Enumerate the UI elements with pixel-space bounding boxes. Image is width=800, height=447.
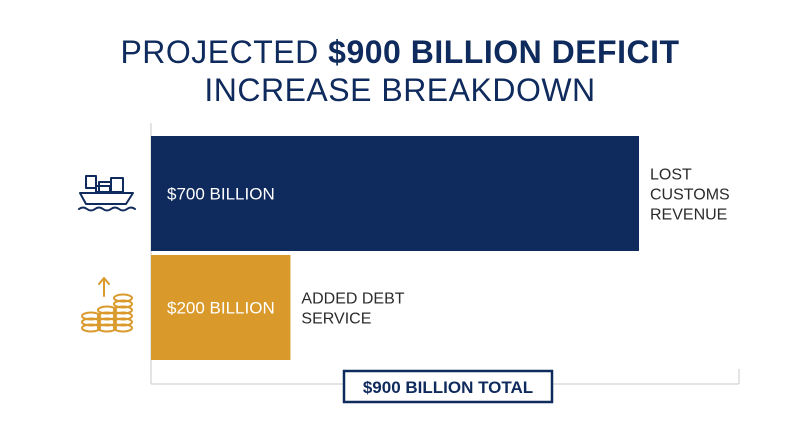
- cargo-ship-icon: [78, 175, 136, 212]
- bars-group: $700 BILLION LOST CUSTOMS REVENUE $200 BILLI…: [151, 136, 730, 360]
- bar-1: [151, 136, 639, 251]
- chart-title-bold: $900 BILLION DEFICIT: [328, 34, 680, 70]
- bar-value-label-2: $200 BILLION: [167, 299, 275, 318]
- chart-title: PROJECTED $900 BILLION DEFICIT INCREASE …: [0, 33, 800, 109]
- total-label: $900 BILLION TOTAL: [363, 378, 533, 397]
- bar-2: [151, 255, 291, 360]
- chart-title-line-2: INCREASE BREAKDOWN: [204, 72, 596, 108]
- chart-title-prefix: PROJECTED: [120, 34, 329, 70]
- chart-title-line-1: PROJECTED $900 BILLION DEFICIT: [0, 33, 800, 71]
- total-label-box: $900 BILLION TOTAL: [342, 369, 554, 404]
- bar-value-label-1: $700 BILLION: [167, 185, 275, 204]
- category-label-2-line-2: SERVICE: [301, 311, 371, 328]
- category-label-1-line-1: LOST: [650, 167, 692, 184]
- category-label-2-line-1: ADDED DEBT: [301, 291, 404, 308]
- coin-stacks-growth-icon: [81, 277, 133, 333]
- category-label-1-line-3: REVENUE: [650, 207, 727, 224]
- category-label-1-line-2: CUSTOMS: [650, 187, 730, 204]
